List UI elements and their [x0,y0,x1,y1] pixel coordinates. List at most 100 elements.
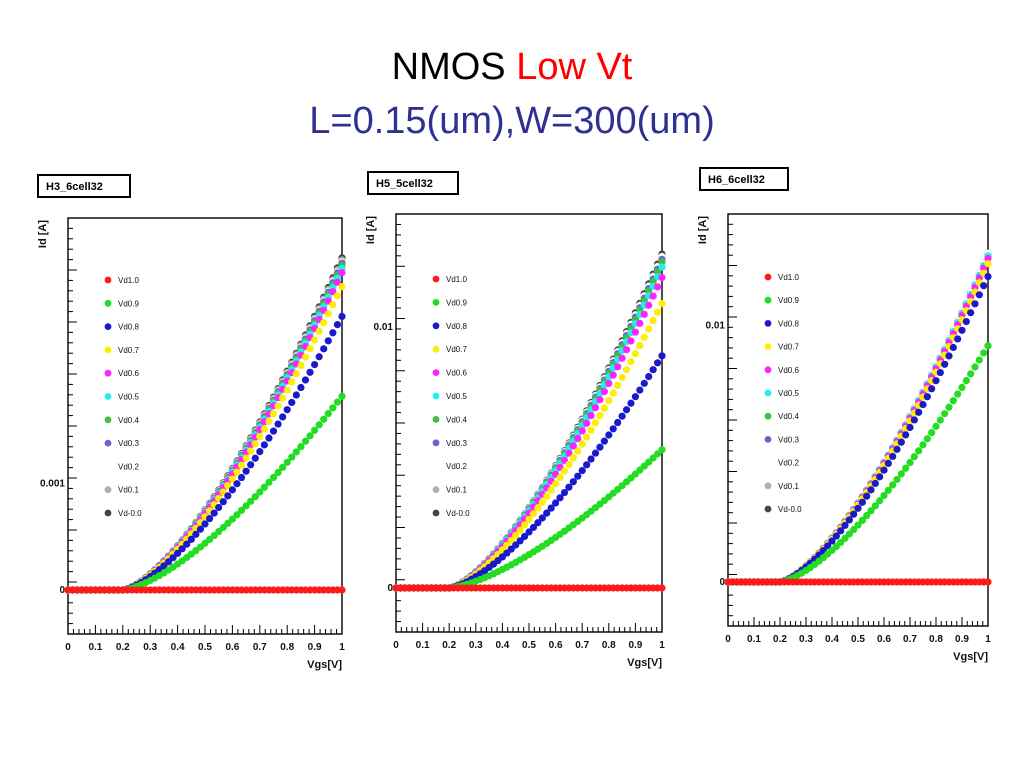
x-tick-label: 0.1 [416,640,430,651]
data-point [251,493,259,501]
data-point [636,386,644,394]
data-point [529,523,538,532]
data-point [329,329,337,337]
data-point [552,499,560,507]
data-point [329,404,337,412]
data-point [631,393,639,401]
data-point [251,454,259,462]
data-point [867,486,875,494]
data-point [636,341,644,350]
data-point [653,268,662,276]
data-point [534,504,542,512]
data-point [320,415,328,423]
legend-label: Vd1.0 [118,276,139,285]
series-vd0-3 [392,255,666,592]
data-point [297,361,305,370]
data-point [863,512,871,520]
data-point [228,475,236,483]
x-tick-label: 0.1 [88,642,102,653]
legend-marker [104,486,112,494]
legend-marker [432,486,440,493]
data-point [932,377,940,385]
legend-label: Vd0.4 [118,416,139,425]
data-point [543,509,551,517]
data-point [565,460,573,469]
data-point [596,443,604,451]
data-point [301,353,310,361]
data-point [210,509,218,517]
series-vd0-7 [724,260,992,586]
data-point [224,519,232,527]
y-tick-label: 0 [719,577,725,588]
legend-marker [432,369,440,376]
data-point [565,483,573,491]
legend-marker [432,509,440,517]
data-point [936,416,944,424]
legend-label: Vd0.2 [118,462,139,471]
x-tick-label: 0.8 [929,634,943,645]
data-point [627,358,635,366]
data-point [928,429,936,437]
data-point [980,264,988,272]
panel-label-box [367,171,459,195]
y-axis-label: Id [A] [37,220,49,248]
data-point [910,416,918,424]
data-point [609,425,617,433]
data-point [233,468,241,476]
data-point [529,510,538,518]
data-point [622,406,631,414]
data-point [324,409,332,418]
data-point [256,432,264,441]
data-point [902,464,910,472]
data-point [984,272,992,281]
data-point [910,453,918,461]
panel-label: H6_6cell32 [708,174,765,186]
data-point [538,514,546,522]
data-point [645,372,653,381]
data-point [854,521,862,529]
legend-label: Vd0.5 [778,389,799,398]
x-tick-label: 0.2 [116,642,130,653]
data-point [178,545,186,553]
data-point [587,426,595,434]
legend-label: Vd0.6 [118,369,139,378]
data-point [928,385,936,393]
data-point [320,345,328,353]
data-point [315,353,323,361]
series-vd0-1 [724,249,992,586]
x-tick-label: 1 [659,640,665,651]
data-point [228,515,236,523]
data-point [329,301,337,309]
legend-label: Vd0.3 [446,439,467,448]
data-point [984,254,992,263]
y-tick-label: 0 [387,583,393,594]
data-point [574,434,582,443]
legend-label: Vd0.3 [778,435,799,444]
chart-h3-6cell32: H3_6cell32 0 0.1 0.2 0.3 0.4 0.5 0.6 0.7 0.8 0.9 1 0… [37,174,346,671]
series-vd0-2 [724,249,992,586]
x-tick-label: 0 [393,640,399,651]
data-point [569,442,577,450]
data-point [242,454,250,462]
x-tick-label: 0.6 [549,640,563,651]
data-point [560,467,569,475]
legend-marker [764,436,772,443]
data-point [578,440,586,448]
data-point [841,521,849,530]
data-point [251,440,259,448]
legend-marker [764,343,772,350]
data-point [609,371,617,379]
data-point [962,377,970,385]
data-point [845,516,853,524]
x-tick-label: 0.8 [280,642,294,653]
data-point [919,441,927,449]
data-point [269,473,278,482]
data-point [274,402,282,410]
data-point [228,486,236,494]
x-tick-label: 0.5 [198,642,212,653]
series-vd0-6 [392,273,666,592]
data-point [649,292,657,300]
legend-label: Vd0.2 [778,459,799,468]
data-point [324,337,332,345]
data-point [306,344,314,353]
